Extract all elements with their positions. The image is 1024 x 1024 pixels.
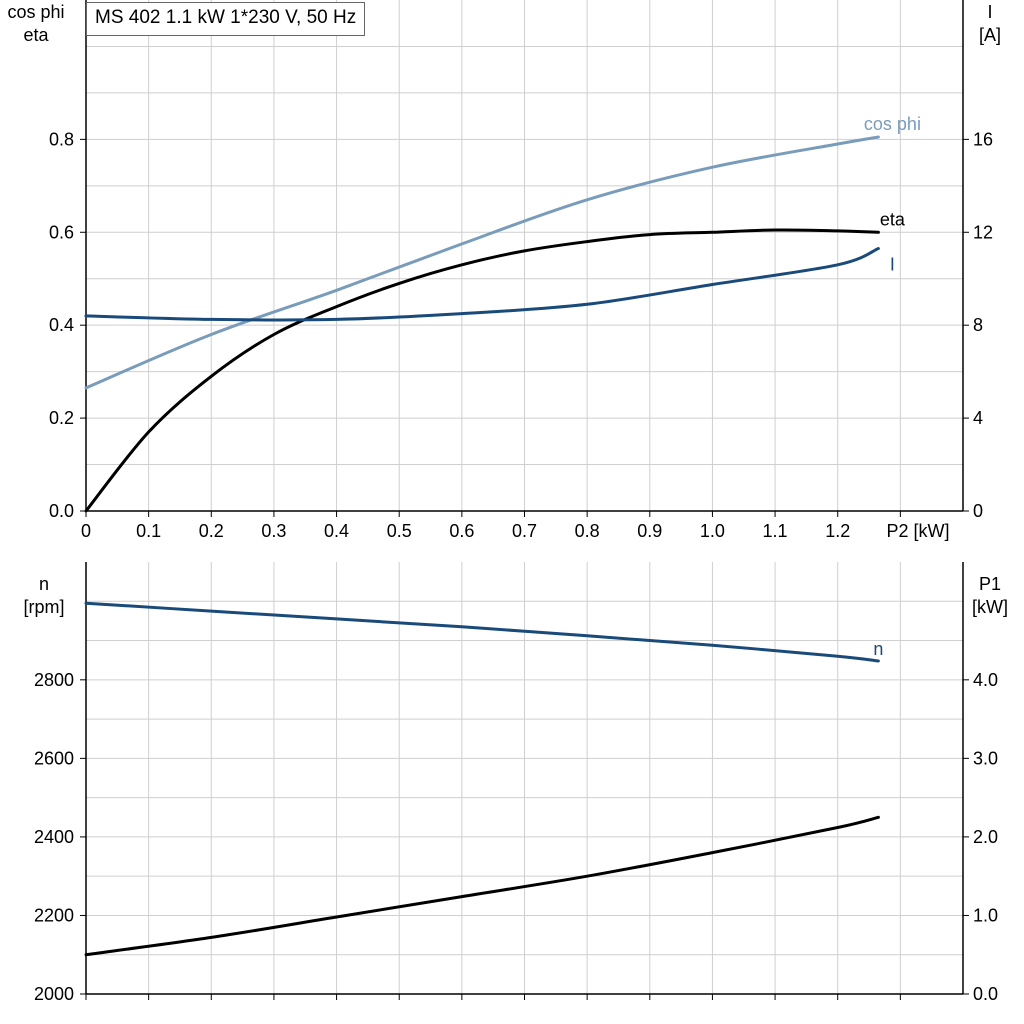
x-tick-label: 0.8	[575, 521, 600, 541]
y-right-tick-label: 0	[973, 501, 983, 521]
y-right-tick-label: 16	[973, 129, 993, 149]
y-right-tick-label: 4.0	[973, 670, 998, 690]
y-right-tick-label: 1.0	[973, 905, 998, 925]
chart-panel-2: 2000 2200 2400 2600 2800 0.0 1.0 2.0 3.0 4.0 n [rpm…	[23, 562, 1008, 1004]
y-left-tick-label: 0.8	[49, 129, 74, 149]
y-right-axis-label: P1	[979, 574, 1001, 594]
x-tick-label: 0.6	[449, 521, 474, 541]
x-tick-label: 1.1	[763, 521, 788, 541]
n-curve	[84, 601, 880, 663]
y-left-tick-label: 0.6	[49, 222, 74, 242]
x-tick-label: 0.2	[199, 521, 224, 541]
series-label-n: n	[873, 639, 883, 659]
y-left-tick-label: 0.0	[49, 501, 74, 521]
y-right-tick-label: 8	[973, 315, 983, 335]
y-left-tick-label: 2800	[34, 670, 74, 690]
x-tick-label: 0	[81, 521, 91, 541]
y-right-axis-label: [kW]	[972, 597, 1008, 617]
x-tick-label: 0.7	[512, 521, 537, 541]
p1-curve	[84, 815, 880, 957]
x-tick-label: 0.1	[136, 521, 161, 541]
y-right-tick-label: 3.0	[973, 748, 998, 768]
y-right-tick-label: 2.0	[973, 827, 998, 847]
y-right-tick-label: 12	[973, 222, 993, 242]
y-left-tick-label: 0.2	[49, 408, 74, 428]
y-right-tick-label: 0.0	[973, 984, 998, 1004]
y-left-tick-label: 2200	[34, 905, 74, 925]
y-left-tick-label: 2000	[34, 984, 74, 1004]
chart-title: MS 402 1.1 kW 1*230 V, 50 Hz	[86, 2, 366, 36]
cos-phi-curve	[84, 135, 880, 390]
series-label-cos-phi: cos phi	[864, 114, 921, 134]
eta-curve	[84, 228, 880, 513]
y-left-axis-label: [rpm]	[23, 597, 64, 617]
i-curve	[84, 247, 880, 322]
y-left-axis-label: cos phi	[7, 2, 64, 22]
x-tick-label: 0.3	[261, 521, 286, 541]
x-tick-label: 1.2	[825, 521, 850, 541]
y-left-tick-label: 0.4	[49, 315, 74, 335]
y-left-axis-label: n	[39, 574, 49, 594]
series-label-i: I	[890, 255, 895, 275]
x-tick-label: 0.9	[637, 521, 662, 541]
y-right-tick-label: 4	[973, 408, 983, 428]
y-left-tick-label: 2400	[34, 827, 74, 847]
y-right-axis-label: I	[987, 2, 992, 22]
y-right-axis-label: [A]	[979, 25, 1001, 45]
y-left-axis-label: eta	[23, 25, 49, 45]
x-tick-label: 0.4	[324, 521, 349, 541]
x-tick-label: 0.5	[387, 521, 412, 541]
x-axis-label: P2 [kW]	[886, 521, 949, 541]
y-left-tick-label: 2600	[34, 748, 74, 768]
chart-panel-1: 0.0 0.2 0.4 0.6 0.8 0 4 8 12 16 0 0.1 0.2 0.3 0.4 0.5 0.…	[7, 0, 1001, 541]
x-tick-label: 1.0	[700, 521, 725, 541]
series-label-eta: eta	[880, 209, 906, 229]
